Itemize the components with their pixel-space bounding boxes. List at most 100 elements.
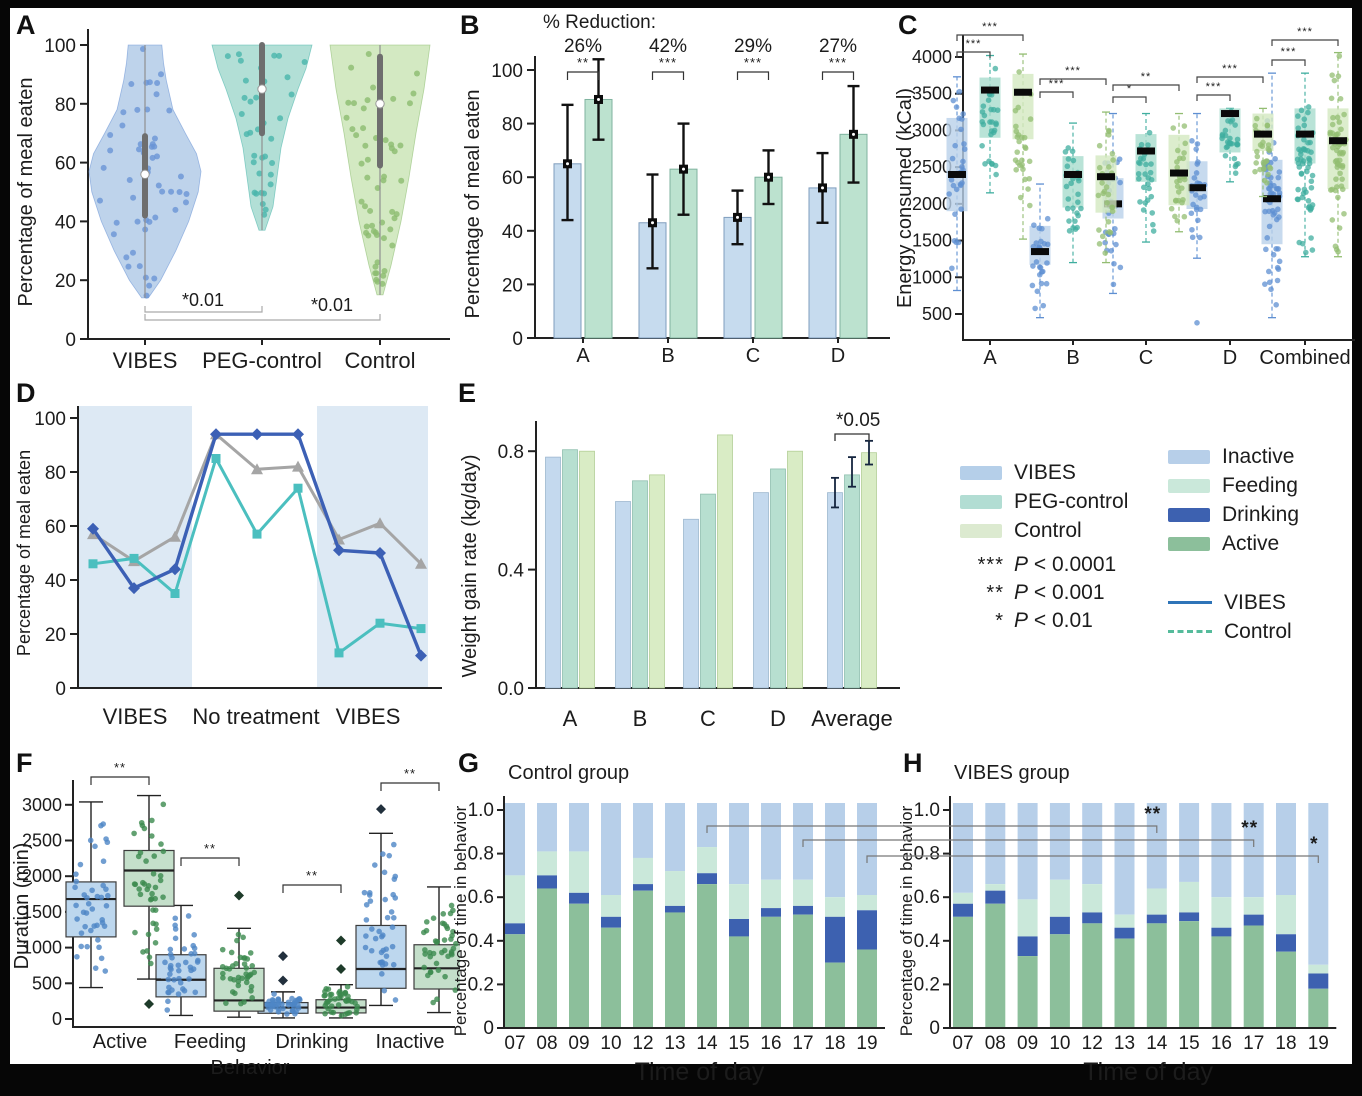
svg-text:20: 20 xyxy=(502,275,523,296)
svg-text:***: *** xyxy=(966,38,982,50)
svg-text:Average: Average xyxy=(811,706,893,731)
line-style-key: VIBES Control xyxy=(1168,588,1299,646)
panel-letter-H: H xyxy=(903,748,923,778)
svg-text:40: 40 xyxy=(55,212,76,233)
svg-text:80: 80 xyxy=(45,463,66,484)
svg-text:27%: 27% xyxy=(819,36,857,57)
svg-text:C: C xyxy=(746,345,760,367)
svg-text:29%: 29% xyxy=(734,36,772,57)
drinking-swatch xyxy=(1168,507,1210,522)
svg-text:Percentage of meal eaten: Percentage of meal eaten xyxy=(462,89,484,318)
svg-text:**: ** xyxy=(114,760,126,775)
svg-text:09: 09 xyxy=(568,1033,589,1054)
chart-svg-E: 0.0 0.4 0.8 Weight gain rate (kg/day) *0.05 A… xyxy=(459,410,900,731)
panel-H-stacked-chart: VIBES group 07 08 09 10 12 13 14 15 16 17 18 19 0 0.2 0… xyxy=(898,746,1358,1094)
panel-C-box-chart: 500 1000 1500 2000 2500 3000 3500 4000 Energy co… xyxy=(893,8,1360,380)
svg-text:***: *** xyxy=(744,55,762,70)
svg-text:VIBES group: VIBES group xyxy=(954,762,1070,784)
sig-row-3stars: *** P < 0.0001 xyxy=(960,553,1128,581)
svg-text:07: 07 xyxy=(504,1033,525,1054)
svg-text:17: 17 xyxy=(792,1033,813,1054)
feeding-swatch xyxy=(1168,478,1210,493)
svg-text:09: 09 xyxy=(1017,1033,1038,1054)
active-swatch xyxy=(1168,536,1210,551)
legend-line-vibes: VIBES xyxy=(1168,588,1299,617)
svg-text:0.4: 0.4 xyxy=(914,931,941,952)
panel-letter-G: G xyxy=(458,748,480,778)
svg-text:2000: 2000 xyxy=(22,866,62,886)
svg-text:% Reduction:: % Reduction: xyxy=(543,12,656,33)
panel-letter-D: D xyxy=(16,378,36,408)
svg-text:***: *** xyxy=(982,21,998,33)
svg-text:0.6: 0.6 xyxy=(914,887,940,908)
legend-item-vibes: VIBES xyxy=(960,458,1128,487)
svg-text:0: 0 xyxy=(52,1009,62,1029)
significance-key: *** P < 0.0001 ** P < 0.001 * P < 0.01 xyxy=(960,553,1128,637)
legend-groups-column: VIBES PEG-control Control *** P < 0.0001… xyxy=(960,458,1128,637)
svg-text:Control group: Control group xyxy=(508,762,629,784)
svg-text:2500: 2500 xyxy=(912,157,952,177)
svg-text:3000: 3000 xyxy=(912,120,952,140)
svg-text:No treatment: No treatment xyxy=(192,704,319,729)
svg-text:C: C xyxy=(1139,347,1153,369)
svg-text:500: 500 xyxy=(32,973,62,993)
svg-text:***: *** xyxy=(1281,46,1297,58)
chart-svg-F: 0 500 1000 1500 2000 2500 3000 Duration (min) **… xyxy=(11,760,460,1079)
svg-text:0: 0 xyxy=(512,329,523,350)
svg-text:20: 20 xyxy=(45,625,66,646)
vibes-swatch xyxy=(960,465,1002,480)
legend-item-feeding: Feeding xyxy=(1168,471,1299,500)
svg-text:**: ** xyxy=(1141,71,1152,83)
svg-text:Duration (min): Duration (min) xyxy=(11,843,33,970)
svg-text:0: 0 xyxy=(65,330,76,351)
svg-text:13: 13 xyxy=(664,1033,685,1054)
legend: VIBES PEG-control Control *** P < 0.0001… xyxy=(930,432,1358,707)
svg-text:12: 12 xyxy=(1082,1033,1103,1054)
svg-text:2000: 2000 xyxy=(912,194,952,214)
svg-text:*: * xyxy=(1127,83,1132,95)
svg-text:0.2: 0.2 xyxy=(468,974,494,995)
svg-text:13: 13 xyxy=(1114,1033,1135,1054)
svg-text:500: 500 xyxy=(922,304,952,324)
svg-text:VIBES: VIBES xyxy=(103,704,168,729)
svg-text:100: 100 xyxy=(44,36,76,57)
panel-letter-C: C xyxy=(898,10,918,40)
vibes-line-swatch xyxy=(1168,601,1212,604)
svg-text:20: 20 xyxy=(55,271,76,292)
svg-text:26%: 26% xyxy=(564,36,602,57)
svg-text:Behavior: Behavior xyxy=(211,1057,290,1079)
svg-text:07: 07 xyxy=(952,1033,973,1054)
svg-text:80: 80 xyxy=(55,95,76,116)
svg-text:0.8: 0.8 xyxy=(498,442,524,463)
svg-text:***: *** xyxy=(1206,81,1222,93)
svg-text:0.8: 0.8 xyxy=(468,844,494,865)
svg-text:1000: 1000 xyxy=(912,267,952,287)
svg-text:19: 19 xyxy=(1308,1033,1329,1054)
control-line-label: Control xyxy=(1224,619,1292,643)
control-label: Control xyxy=(1014,518,1082,542)
legend-item-drinking: Drinking xyxy=(1168,500,1299,529)
svg-text:Inactive: Inactive xyxy=(376,1031,445,1053)
svg-text:17: 17 xyxy=(1243,1033,1264,1054)
panel-B-bar-chart: 0 20 40 60 80 100 Percentage of meal eaten % Re… xyxy=(455,8,895,376)
vibes-line-label: VIBES xyxy=(1224,590,1286,614)
control-line-swatch xyxy=(1168,630,1212,633)
panel-letter-F: F xyxy=(16,748,33,778)
panel-E-bar-chart: 0.0 0.4 0.8 Weight gain rate (kg/day) *0.05 A… xyxy=(452,376,907,745)
svg-text:08: 08 xyxy=(985,1033,1006,1054)
svg-text:10: 10 xyxy=(1049,1033,1070,1054)
svg-text:A: A xyxy=(563,706,578,731)
svg-text:PEG-control: PEG-control xyxy=(202,348,322,373)
svg-text:80: 80 xyxy=(502,115,523,136)
legend-item-inactive: Inactive xyxy=(1168,442,1299,471)
one-star: * xyxy=(995,610,1004,632)
svg-text:***: *** xyxy=(829,55,847,70)
svg-text:B: B xyxy=(1066,347,1079,369)
svg-text:1500: 1500 xyxy=(22,902,62,922)
svg-text:Control: Control xyxy=(345,348,416,373)
svg-text:Energy consumed (kCal): Energy consumed (kCal) xyxy=(894,88,916,308)
svg-text:4000: 4000 xyxy=(912,47,952,67)
peg-control-label: PEG-control xyxy=(1014,489,1129,513)
